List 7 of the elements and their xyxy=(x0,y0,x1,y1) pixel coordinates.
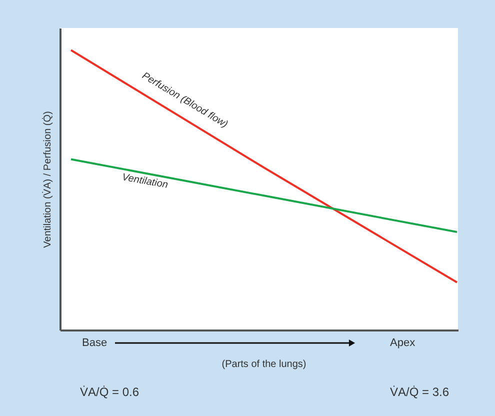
text: Ventilation xyxy=(121,172,170,192)
text: V̇A/Q̇ = 3.6 xyxy=(390,385,450,399)
text: V̇A/Q̇ = 0.6 xyxy=(80,385,140,399)
y-axis-title: Ventilation (V̇A) / Perfusion (Q̇) xyxy=(42,111,54,248)
x-axis-title: (Parts of the lungs) xyxy=(222,359,306,370)
text: Apex xyxy=(390,337,416,349)
text: Base xyxy=(82,337,108,349)
